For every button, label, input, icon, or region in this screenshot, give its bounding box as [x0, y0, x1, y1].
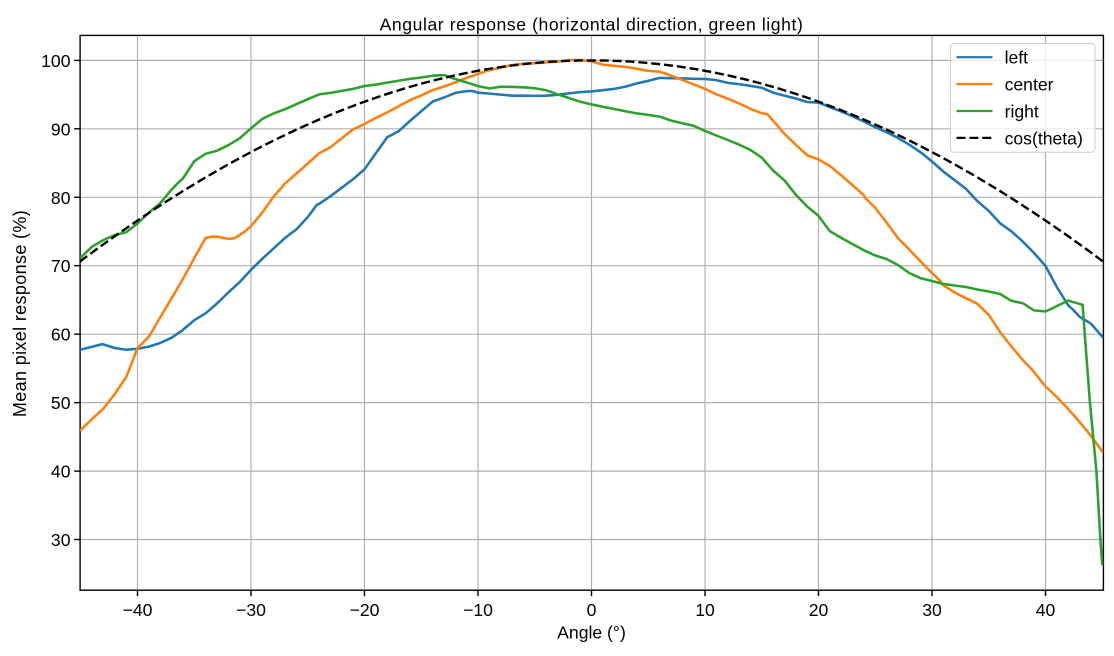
svg-text:0: 0	[587, 600, 597, 620]
svg-text:center: center	[1005, 75, 1054, 95]
svg-text:10: 10	[695, 600, 715, 620]
svg-text:20: 20	[809, 600, 829, 620]
svg-text:80: 80	[51, 188, 71, 208]
svg-text:30: 30	[51, 530, 71, 550]
svg-text:30: 30	[922, 600, 942, 620]
svg-text:100: 100	[41, 51, 71, 71]
svg-text:−10: −10	[463, 600, 493, 620]
svg-text:40: 40	[51, 462, 71, 482]
svg-text:Angular response (horizontal d: Angular response (horizontal direction, …	[380, 15, 804, 35]
svg-text:−30: −30	[236, 600, 266, 620]
svg-text:cos(theta): cos(theta)	[1005, 128, 1083, 148]
svg-text:60: 60	[51, 325, 71, 345]
svg-text:Mean pixel response (%): Mean pixel response (%)	[10, 210, 30, 417]
svg-text:50: 50	[51, 393, 71, 413]
svg-text:70: 70	[51, 256, 71, 276]
svg-text:−40: −40	[123, 600, 153, 620]
svg-text:Angle (°): Angle (°)	[557, 623, 626, 643]
svg-text:right: right	[1005, 102, 1039, 122]
svg-text:−20: −20	[350, 600, 380, 620]
svg-text:40: 40	[1036, 600, 1056, 620]
svg-text:left: left	[1005, 48, 1029, 68]
svg-text:90: 90	[51, 119, 71, 139]
